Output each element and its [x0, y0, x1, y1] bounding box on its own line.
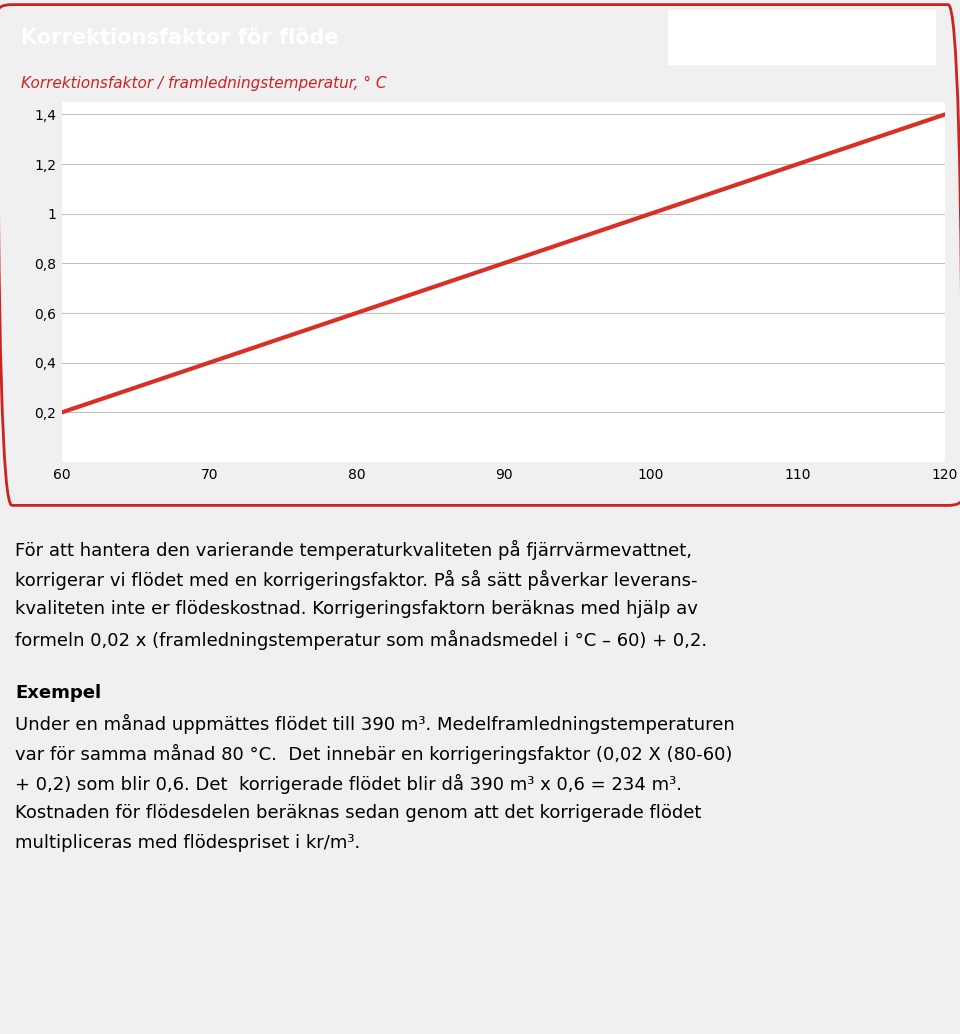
Text: formeln 0,02 x (framledningstemperatur som månadsmedel i °C – 60) + 0,2.: formeln 0,02 x (framledningstemperatur s… [15, 630, 708, 650]
Text: Under en månad uppmättes flödet till 390 m³. Medelframledningstemperaturen: Under en månad uppmättes flödet till 390… [15, 714, 734, 734]
Text: + 0,2) som blir 0,6. Det  korrigerade flödet blir då 390 m³ x 0,6 = 234 m³.: + 0,2) som blir 0,6. Det korrigerade flö… [15, 774, 682, 794]
Text: Kostnaden för flödesdelen beräknas sedan genom att det korrigerade flödet: Kostnaden för flödesdelen beräknas sedan… [15, 804, 702, 822]
Text: Korrektionsfaktor för flöde: Korrektionsfaktor för flöde [21, 28, 339, 48]
Text: Korrektionsfaktor / framledningstemperatur, ° C: Korrektionsfaktor / framledningstemperat… [21, 75, 387, 91]
Text: Exempel: Exempel [15, 685, 101, 702]
Text: kvaliteten inte er flödeskostnad. Korrigeringsfaktorn beräknas med hjälp av: kvaliteten inte er flödeskostnad. Korrig… [15, 600, 698, 618]
Text: korrigerar vi flödet med en korrigeringsfaktor. På så sätt påverkar leverans-: korrigerar vi flödet med en korrigerings… [15, 570, 698, 590]
Text: var för samma månad 80 °C.  Det innebär en korrigeringsfaktor (0,02 X (80-60): var för samma månad 80 °C. Det innebär e… [15, 744, 732, 764]
Text: multipliceras med flödespriset i kr/m³.: multipliceras med flödespriset i kr/m³. [15, 834, 360, 852]
Text: För att hantera den varierande temperaturkvaliteten på fjärrvärmevattnet,: För att hantera den varierande temperatu… [15, 540, 692, 560]
Bar [668, 10, 936, 65]
